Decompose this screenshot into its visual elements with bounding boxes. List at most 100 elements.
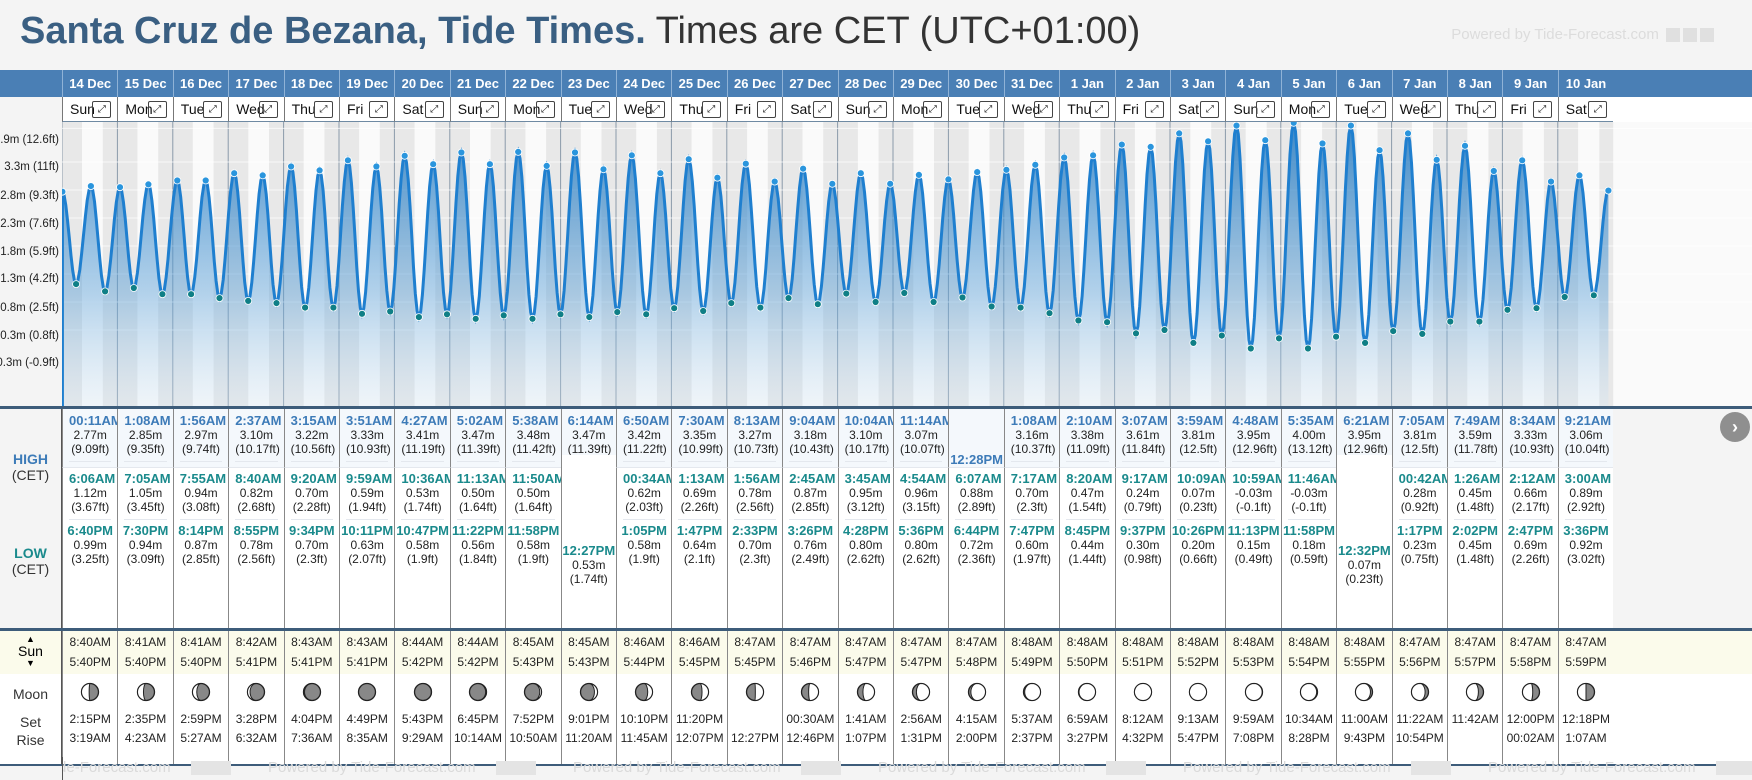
weekday-cell[interactable]: Mon ⤢	[117, 97, 173, 122]
date-header[interactable]: 28 Dec	[837, 70, 893, 97]
expand-icon[interactable]: ⤢	[590, 101, 610, 118]
weekday-cell[interactable]: Tue ⤢	[560, 97, 616, 122]
weekday-cell[interactable]: Thu ⤢	[671, 97, 727, 122]
expand-icon[interactable]: ⤢	[923, 101, 943, 118]
date-header[interactable]: 4 Jan	[1225, 70, 1280, 97]
weekday-cell[interactable]: Mon ⤢	[1280, 97, 1337, 122]
weekday-cell[interactable]: Fri ⤢	[1114, 97, 1170, 122]
expand-icon[interactable]: ⤢	[867, 101, 887, 118]
weekday-cell[interactable]: Tue ⤢	[172, 97, 229, 122]
expand-icon[interactable]: ⤢	[369, 101, 389, 118]
expand-icon[interactable]: ⤢	[646, 101, 666, 118]
sun-times-cell: 8:44AM 5:42PM	[449, 631, 505, 674]
date-header[interactable]: 25 Dec	[671, 70, 726, 97]
date-header[interactable]: 26 Dec	[726, 70, 782, 97]
date-header[interactable]: 18 Dec	[283, 70, 339, 97]
date-header[interactable]: 1 Jan	[1059, 70, 1114, 97]
expand-icon[interactable]: ⤢	[1421, 101, 1441, 118]
date-header[interactable]: 9 Jan	[1502, 70, 1557, 97]
expand-icon[interactable]: ⤢	[313, 101, 333, 118]
weekday-cell[interactable]: Sat ⤢	[394, 97, 450, 122]
expand-icon[interactable]: ⤢	[147, 101, 167, 118]
powered-by[interactable]: Powered by Tide-Forecast.com	[1451, 26, 1714, 43]
date-header[interactable]: 6 Jan	[1336, 70, 1391, 97]
expand-icon[interactable]: ⤢	[1144, 101, 1164, 118]
expand-icon[interactable]: ⤢	[1089, 101, 1109, 118]
date-header[interactable]: 8 Jan	[1447, 70, 1502, 97]
date-header[interactable]: 22 Dec	[505, 70, 560, 97]
weekday-cell[interactable]: Mon ⤢	[505, 97, 561, 122]
date-header[interactable]: 14 Dec	[62, 70, 117, 97]
expand-icon[interactable]: ⤢	[1532, 101, 1552, 118]
weekday-cell[interactable]: Sat ⤢	[1170, 97, 1226, 122]
low-tides-cell: 12:27PM 0.53m (1.74ft)	[560, 455, 616, 628]
weekday-cell[interactable]: Sun ⤢	[449, 97, 506, 122]
low-tide-time: 6:40PM	[67, 523, 113, 538]
low-tide-entry: 7:55AM 0.94m (3.08ft)	[179, 472, 226, 520]
expand-icon[interactable]: ⤢	[1311, 101, 1331, 118]
weekday-cell[interactable]: Thu ⤢	[283, 97, 339, 122]
moonset-time: 9:01PM	[568, 712, 610, 726]
moon-cell: 3:28PM 6:32AM	[228, 674, 283, 764]
date-header[interactable]: 20 Dec	[394, 70, 449, 97]
date-header[interactable]: 29 Dec	[893, 70, 948, 97]
expand-icon[interactable]: ⤢	[1588, 101, 1608, 118]
weekday-cell[interactable]: Wed ⤢	[1391, 97, 1447, 122]
weekday-cell[interactable]: Wed ⤢	[1003, 97, 1060, 122]
date-header[interactable]: 10 Jan	[1557, 70, 1613, 97]
date-header[interactable]: 30 Dec	[948, 70, 1003, 97]
date-header[interactable]: 24 Dec	[616, 70, 671, 97]
expand-icon[interactable]: ⤢	[1477, 101, 1497, 118]
weekday-cell[interactable]: Sun ⤢	[1225, 97, 1281, 122]
date-header[interactable]: 3 Jan	[1170, 70, 1225, 97]
next-arrow-button[interactable]: ›	[1720, 412, 1750, 442]
weekday-cell[interactable]: Sat ⤢	[1557, 97, 1614, 122]
high-tide-point	[230, 169, 239, 178]
expand-icon[interactable]: ⤢	[92, 101, 112, 118]
weekday-cell[interactable]: Fri ⤢	[1502, 97, 1558, 122]
low-tide-time: 12:32PM	[1338, 543, 1391, 558]
expand-icon[interactable]: ⤢	[1366, 101, 1386, 118]
expand-icon[interactable]: ⤢	[203, 101, 223, 118]
expand-icon[interactable]: ⤢	[757, 101, 777, 118]
date-header[interactable]: 2 Jan	[1114, 70, 1170, 97]
weekday-cell[interactable]: Fri ⤢	[339, 97, 395, 122]
low-tide-height-m: 0.59m	[350, 486, 384, 500]
date-header[interactable]: 17 Dec	[228, 70, 283, 97]
expand-icon[interactable]: ⤢	[258, 101, 278, 118]
expand-icon[interactable]: ⤢	[701, 101, 721, 118]
date-header[interactable]: 15 Dec	[117, 70, 172, 97]
date-header[interactable]: 23 Dec	[560, 70, 616, 97]
expand-icon[interactable]: ⤢	[424, 101, 444, 118]
expand-icon[interactable]: ⤢	[812, 101, 832, 118]
date-header[interactable]: 21 Dec	[449, 70, 505, 97]
weekday-cell[interactable]: Sat ⤢	[782, 97, 838, 122]
date-header[interactable]: 31 Dec	[1003, 70, 1059, 97]
low-tide-point	[1160, 326, 1169, 334]
weekday-cell[interactable]: Wed ⤢	[228, 97, 284, 122]
date-header[interactable]: 27 Dec	[782, 70, 837, 97]
moon-phase-icon	[635, 682, 654, 702]
expand-icon[interactable]: ⤢	[535, 101, 555, 118]
expand-icon[interactable]: ⤢	[480, 101, 500, 118]
weekday-cell[interactable]: Mon ⤢	[893, 97, 949, 122]
date-header[interactable]: 16 Dec	[172, 70, 228, 97]
low-tide-height-m: 0.28m	[1403, 486, 1437, 500]
expand-icon[interactable]: ⤢	[1255, 101, 1275, 118]
date-header[interactable]: 19 Dec	[339, 70, 394, 97]
weekday-cell[interactable]: Sun ⤢	[62, 97, 118, 122]
weekday-cell[interactable]: Tue ⤢	[948, 97, 1004, 122]
weekday-cell[interactable]: Sun ⤢	[837, 97, 893, 122]
date-header[interactable]: 5 Jan	[1280, 70, 1336, 97]
weekday-cell[interactable]: Fri ⤢	[726, 97, 783, 122]
moon-phase-icon	[967, 682, 986, 702]
expand-icon[interactable]: ⤢	[978, 101, 998, 118]
expand-icon[interactable]: ⤢	[1034, 101, 1054, 118]
expand-icon[interactable]: ⤢	[1200, 101, 1220, 118]
date-header[interactable]: 7 Jan	[1391, 70, 1447, 97]
weekday-cell[interactable]: Thu ⤢	[1059, 97, 1115, 122]
high-tide-height-ft: (10.93ft)	[1509, 442, 1555, 456]
weekday-cell[interactable]: Tue ⤢	[1336, 97, 1392, 122]
weekday-cell[interactable]: Thu ⤢	[1447, 97, 1503, 122]
weekday-cell[interactable]: Wed ⤢	[616, 97, 672, 122]
